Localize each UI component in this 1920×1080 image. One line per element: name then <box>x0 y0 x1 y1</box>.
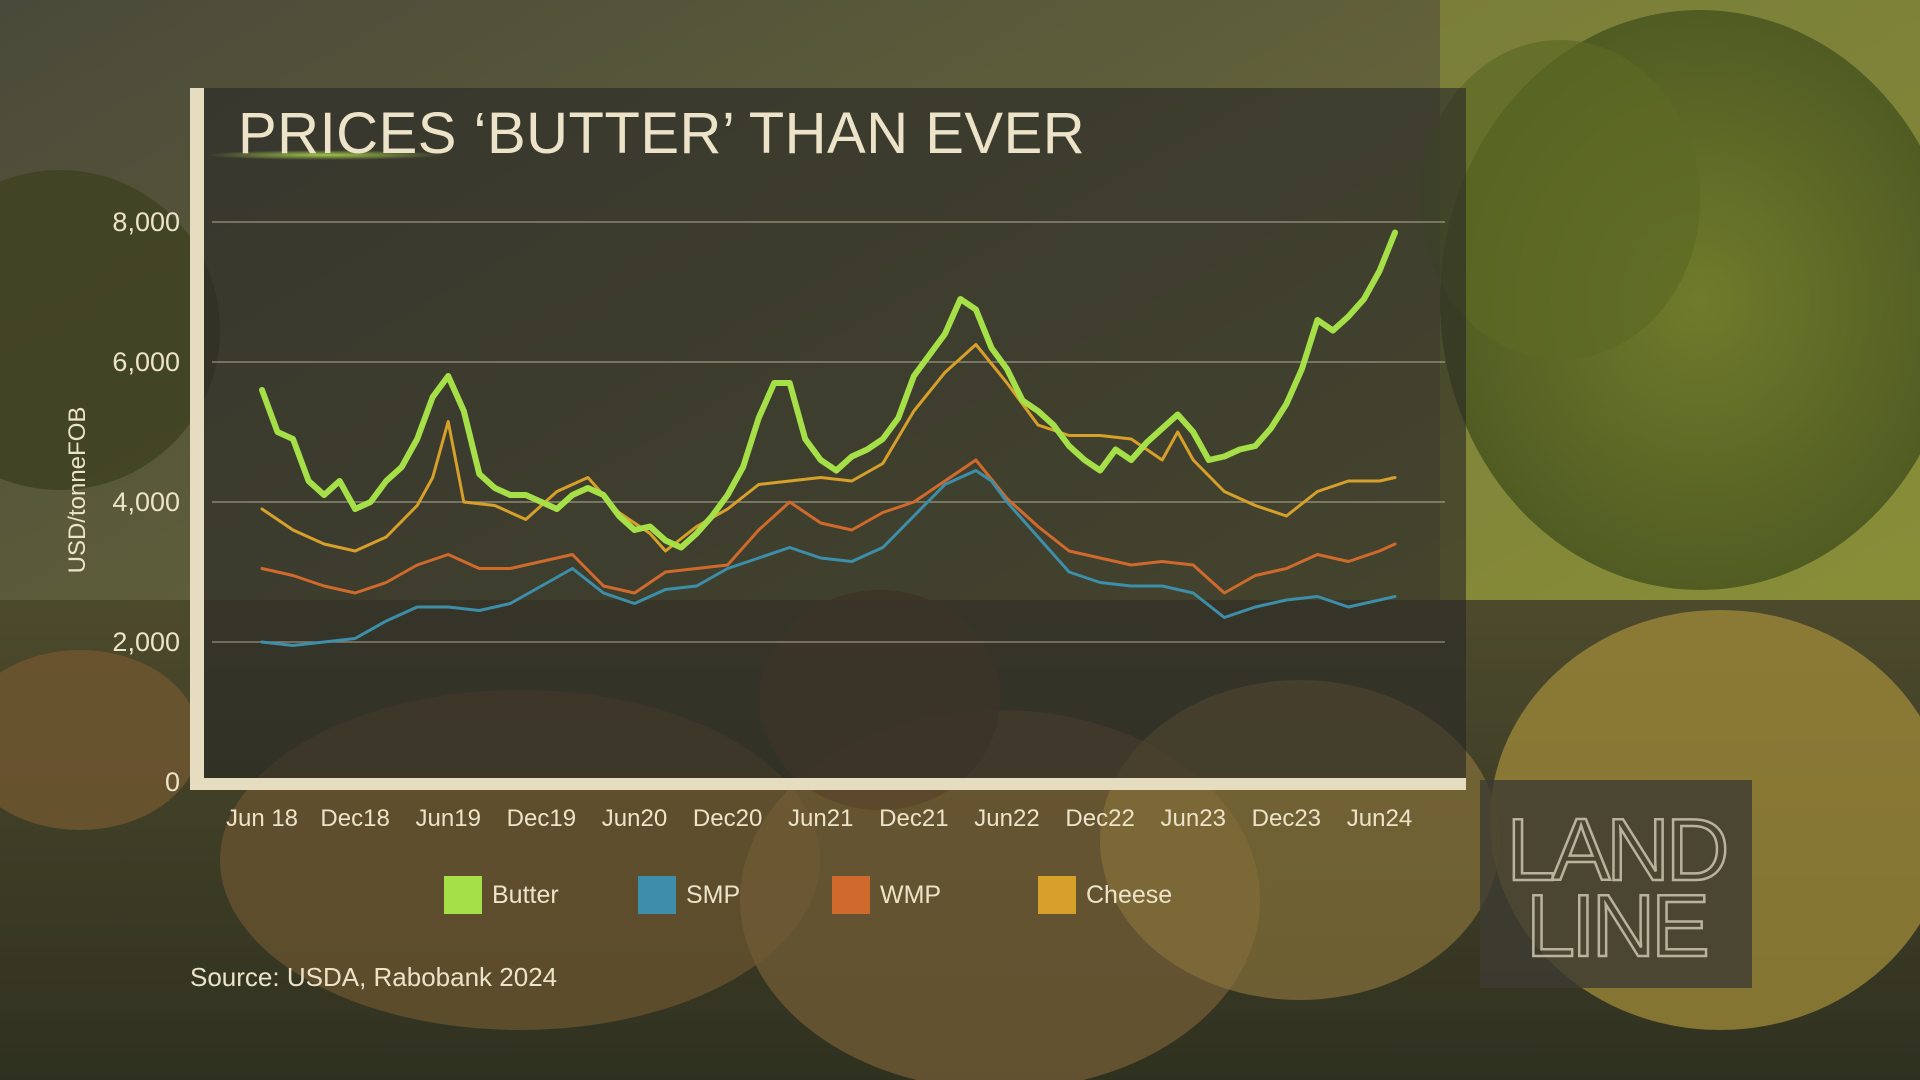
x-tick-label: Jun22 <box>974 805 1039 832</box>
chart-title: PRICES ‘BUTTER’ THAN EVER <box>238 101 1086 166</box>
x-axis-ticks: Jun 18 Dec18 Jun19 Dec19 Jun20 Dec20 Jun21 Dec2… <box>226 805 1412 832</box>
legend-label-butter: Butter <box>492 880 559 909</box>
legend-label-smp: SMP <box>686 880 741 909</box>
landline-logo: LAND LINE <box>1480 780 1752 988</box>
legend-swatch-cheese <box>1038 876 1076 914</box>
x-tick-label: Dec22 <box>1065 805 1134 832</box>
legend-item-butter: Butter <box>444 875 559 915</box>
legend-swatch-wmp <box>832 876 870 914</box>
chart-frame-bottom <box>190 778 1466 790</box>
x-tick-label: Dec18 <box>320 805 389 832</box>
series-line-smp <box>260 469 1397 647</box>
x-tick-label: Jun19 <box>416 805 481 832</box>
y-tick-label: 4,000 <box>112 487 180 517</box>
x-tick-label: Dec19 <box>507 805 576 832</box>
legend-swatch-butter <box>444 876 482 914</box>
series-line-wmp <box>260 458 1397 595</box>
x-tick-label: Dec20 <box>693 805 762 832</box>
title-glow <box>205 150 445 160</box>
logo-line1: LAND <box>1507 800 1726 899</box>
legend-label-cheese: Cheese <box>1086 880 1173 909</box>
logo-line2: LINE <box>1526 876 1706 975</box>
chart-frame-left <box>190 88 204 780</box>
chart-panel <box>190 88 1466 780</box>
series-line-butter <box>259 229 1398 551</box>
x-tick-label: Dec23 <box>1252 805 1321 832</box>
y-tick-label: 8,000 <box>112 207 180 237</box>
legend-label-wmp: WMP <box>880 880 942 909</box>
y-tick-label: 2,000 <box>112 627 180 657</box>
x-tick-label: Jun23 <box>1161 805 1226 832</box>
y-tick-label: 0 <box>165 767 180 797</box>
legend-item-smp: SMP <box>638 875 740 915</box>
source-note: Source: USDA, Rabobank 2024 <box>190 962 558 992</box>
legend-item-wmp: WMP <box>832 875 941 915</box>
x-tick-label: Dec21 <box>879 805 948 832</box>
gridlines <box>212 221 1445 643</box>
series-lines <box>259 229 1398 647</box>
x-tick-label: Jun 18 <box>226 805 298 832</box>
x-tick-label: Jun21 <box>788 805 853 832</box>
series-line-cheese <box>260 343 1397 553</box>
x-tick-label: Jun20 <box>602 805 667 832</box>
legend: Butter SMP WMP Cheese <box>444 875 1344 915</box>
y-axis-ticks: 0 2,000 4,000 6,000 8,000 <box>112 207 180 797</box>
legend-swatch-smp <box>638 876 676 914</box>
legend-item-cheese: Cheese <box>1038 875 1172 915</box>
landline-logo-mark: LAND LINE <box>1505 799 1731 977</box>
x-tick-label: Jun24 <box>1347 805 1412 832</box>
y-tick-label: 6,000 <box>112 347 180 377</box>
